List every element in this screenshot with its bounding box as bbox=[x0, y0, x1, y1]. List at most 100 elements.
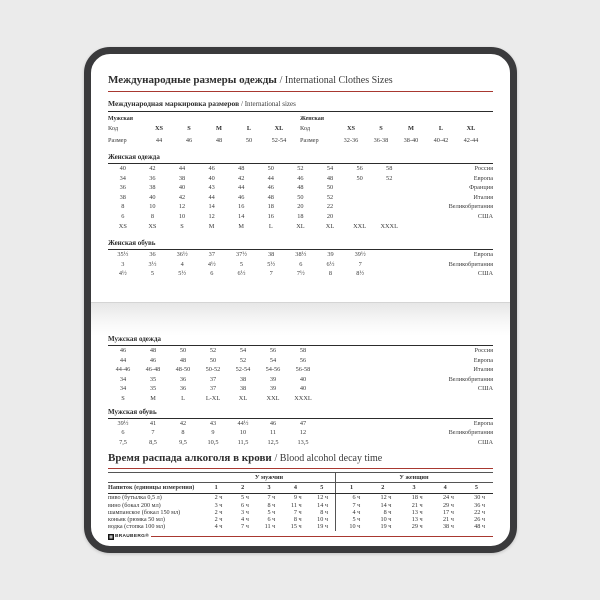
table-row: 44 46 48 50 52 54 56 Европа bbox=[108, 356, 493, 366]
cell: 48 ч bbox=[474, 523, 486, 531]
code-cells: XS S M L XL bbox=[144, 123, 294, 135]
cell: 46 bbox=[208, 165, 215, 172]
gender-label: Мужская bbox=[108, 116, 134, 122]
cell: 44 bbox=[155, 137, 163, 144]
cell: 35½ bbox=[117, 251, 129, 259]
cell: 12 ч bbox=[317, 494, 329, 502]
cell: 52 bbox=[239, 356, 247, 364]
cell: 14 bbox=[238, 212, 245, 220]
cell: 46-48 bbox=[145, 366, 161, 374]
table-row: S M L L-XL XL XXL XXXL bbox=[108, 394, 493, 404]
cell: XS bbox=[148, 222, 157, 230]
cell: M bbox=[216, 125, 222, 132]
cell: 36 bbox=[179, 385, 187, 393]
page-content: Международные размеры одежды / Internati… bbox=[91, 54, 510, 540]
alcohol-table: У мужчин У женщин Напиток (единицы измер… bbox=[108, 472, 493, 531]
cell: 26 ч bbox=[474, 516, 486, 524]
cell: 40 bbox=[299, 375, 307, 383]
cell: 7 ч bbox=[241, 523, 249, 531]
cell: 16 bbox=[238, 203, 245, 211]
cell: 10 ч bbox=[349, 523, 361, 531]
table-row: 36 38 40 43 44 46 48 50 Франция bbox=[108, 183, 493, 193]
country-label bbox=[318, 394, 493, 404]
cell: 36 ч bbox=[474, 501, 486, 509]
size-cells: 44 46 48 50 52-54 bbox=[144, 135, 294, 147]
women-shoes-title: Женская обувь bbox=[108, 239, 493, 251]
cell: 11 ч bbox=[264, 523, 276, 531]
cell: 5 ч bbox=[352, 516, 361, 524]
alcohol-title-ru: Время распада алкоголя в крови bbox=[108, 452, 272, 465]
men-shoes-title: Мужская обувь bbox=[108, 408, 493, 419]
cell: 3 ч bbox=[214, 501, 223, 509]
row-cells: 39½ 41 42 43 44½ 46 47 bbox=[108, 419, 318, 429]
cell: 14 bbox=[208, 203, 215, 211]
row-cells: 6 7 8 9 10 11 12 bbox=[108, 428, 318, 438]
cell: 6 bbox=[299, 260, 303, 268]
cell: 46 bbox=[267, 184, 274, 192]
cell: 43 bbox=[208, 184, 215, 192]
country-label: США bbox=[477, 438, 493, 446]
cell: M bbox=[208, 222, 215, 230]
marking-title-ru: Международная маркировка размеров bbox=[108, 99, 240, 108]
row-cells: 35½ 36 36½ 37 37½ 38 38½ 39 39½ bbox=[108, 250, 375, 260]
cell: 10 ч bbox=[380, 516, 392, 524]
cell: 7 ч bbox=[352, 501, 361, 509]
table-row: 39½ 41 42 43 44½ 46 47 Европа bbox=[108, 419, 493, 429]
cell: 4 ч bbox=[352, 508, 361, 516]
footer: ▦ BRAUBERG® bbox=[108, 533, 493, 540]
cell: 41 bbox=[149, 419, 157, 427]
cell: 39 bbox=[327, 251, 334, 259]
women-unit-cols: 1 2 3 4 5 bbox=[335, 483, 492, 494]
country-label: Великобритания bbox=[448, 260, 493, 268]
cell: 52 bbox=[326, 193, 334, 201]
cell: 43 bbox=[209, 419, 217, 427]
cell: 8 bbox=[328, 270, 333, 278]
cell: 21 ч bbox=[411, 501, 423, 509]
cell: 36 bbox=[149, 174, 156, 182]
cell: S bbox=[121, 394, 125, 402]
table-row: 7,5 8,5 9,5 10,5 11,5 12,5 13,5 США bbox=[108, 438, 493, 448]
cell: 38 bbox=[268, 251, 275, 259]
cell: 36 bbox=[119, 184, 126, 192]
marking-table: Мужская Код XS S M L XL Размер 44 46 48 50 52-54… bbox=[108, 114, 493, 147]
country-label: Россия bbox=[474, 165, 493, 172]
cell: 29 ч bbox=[442, 501, 454, 509]
cell: 42 bbox=[179, 419, 187, 427]
cell: 3 ч bbox=[241, 508, 249, 516]
cell: 37 bbox=[209, 375, 217, 383]
drink-label: шампанское (бокал 150 мл) bbox=[108, 508, 181, 516]
cell: 44 bbox=[208, 193, 215, 201]
row-cells: 6 8 10 12 14 16 18 20 bbox=[108, 212, 404, 222]
cell: XXXL bbox=[380, 222, 398, 230]
cell: 44 bbox=[267, 174, 274, 182]
cell: 8,5 bbox=[149, 438, 157, 446]
code-cells: XS S M L XL bbox=[336, 123, 486, 135]
cell: 5 ч bbox=[241, 494, 249, 502]
cell: 2 bbox=[381, 484, 385, 492]
cell: 5 bbox=[474, 484, 478, 492]
cell: 50 bbox=[245, 137, 253, 144]
country-label: Италия bbox=[473, 366, 493, 374]
country-label bbox=[404, 222, 493, 232]
men-shoes-table: 39½ 41 42 43 44½ 46 47 Европа 6 7 8 9 10 11 12 Велик… bbox=[108, 419, 493, 448]
gender-label: Женская bbox=[300, 116, 325, 122]
cell: 39½ bbox=[117, 419, 129, 427]
cell: 44 bbox=[238, 184, 245, 192]
code-row: Код XS S M L XL bbox=[300, 123, 492, 135]
table-row: 46 48 50 52 54 56 58 Россия bbox=[108, 346, 493, 356]
cell: L bbox=[246, 125, 252, 132]
cell: 44½ bbox=[237, 419, 249, 427]
cell: XL bbox=[238, 394, 248, 402]
cell: 48 bbox=[297, 184, 304, 192]
cell: 50 bbox=[209, 356, 217, 364]
cell: 18 ч bbox=[411, 494, 423, 502]
cell: 8 bbox=[150, 212, 154, 220]
cell: 42 bbox=[149, 165, 156, 172]
row-cells: S M L L-XL XL XXL XXXL bbox=[108, 394, 318, 404]
cell: 48 bbox=[267, 193, 274, 201]
cell: 40 bbox=[149, 193, 156, 201]
women-group-header: У женщин bbox=[335, 473, 492, 483]
cell: 50-52 bbox=[205, 366, 221, 374]
cell: 4 bbox=[443, 484, 447, 492]
marking-group: Женская Код XS S M L XL Размер 32-36 36-38 38-… bbox=[300, 114, 492, 147]
